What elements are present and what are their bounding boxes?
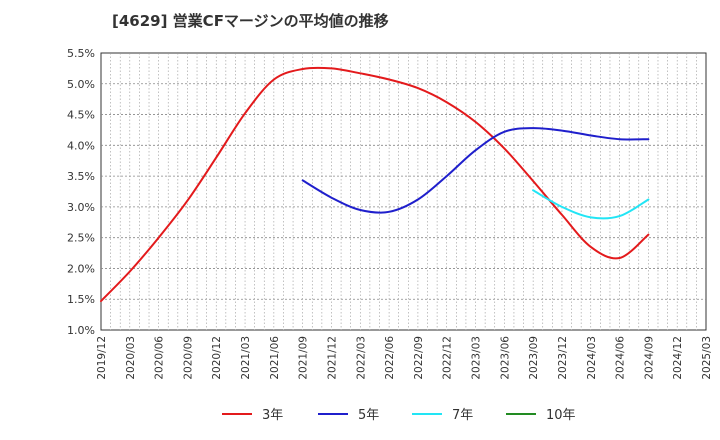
x-tick-label: 2022/09 (413, 336, 425, 380)
x-tick-label: 2024/12 (672, 336, 684, 380)
y-tick-label: 2.0% (67, 262, 95, 275)
series-line-2 (301, 127, 650, 214)
series-lines (100, 66, 650, 303)
y-tick-label: 5.0% (67, 78, 95, 91)
y-tick-label: 5.5% (67, 47, 95, 60)
x-tick-label: 2023/03 (471, 336, 483, 380)
legend: 3年 5年 7年 10年 (222, 408, 576, 423)
x-tick-label: 2019/12 (96, 336, 108, 380)
x-tick-label: 2022/06 (384, 336, 396, 380)
x-tick-label: 2023/12 (557, 336, 569, 380)
y-tick-label: 3.0% (67, 201, 95, 214)
legend-label-3: 7年 (452, 408, 473, 423)
x-tick-label: 2024/09 (643, 336, 655, 380)
x-tick-label: 2020/06 (154, 336, 166, 380)
y-tick-label: 3.5% (67, 170, 95, 183)
x-tick-label: 2023/06 (499, 336, 511, 380)
x-tick-label: 2024/06 (615, 336, 627, 380)
legend-label-4: 10年 (546, 408, 576, 423)
x-tick-label: 2020/09 (182, 336, 194, 380)
series-line-1 (100, 66, 650, 303)
x-tick-label: 2020/12 (211, 336, 223, 380)
x-tick-label: 2021/12 (326, 336, 338, 380)
y-axis-ticks: 1.0% 1.5% 2.0% 2.5% 3.0% 3.5% 4.0% 4.5% 5.0% 5.5% (67, 47, 95, 337)
series-line-3 (532, 189, 650, 220)
x-axis-ticks: 2019/12 2020/03 2020/06 2020/09 2020/12 2021/… (96, 336, 713, 380)
y-tick-label: 1.5% (67, 293, 95, 306)
y-tick-label: 1.0% (67, 324, 95, 337)
x-tick-label: 2020/03 (125, 336, 137, 380)
x-tick-label: 2021/06 (269, 336, 281, 380)
x-tick-label: 2024/03 (586, 336, 598, 380)
plot-area (100, 52, 707, 331)
grid-lines (101, 53, 706, 330)
legend-label-2: 5年 (358, 408, 379, 423)
x-tick-label: 2021/09 (298, 336, 310, 380)
y-tick-label: 4.5% (67, 109, 95, 122)
x-tick-label: 2023/09 (528, 336, 540, 380)
x-tick-label: 2022/03 (355, 336, 367, 380)
y-tick-label: 2.5% (67, 232, 95, 245)
x-tick-label: 2022/12 (442, 336, 454, 380)
y-tick-label: 4.0% (67, 139, 95, 152)
x-tick-label: 2025/03 (701, 336, 713, 380)
legend-label-1: 3年 (262, 408, 283, 423)
chart-title: [4629] 営業CFマージンの平均値の推移 (112, 12, 389, 30)
x-tick-label: 2021/03 (240, 336, 252, 380)
